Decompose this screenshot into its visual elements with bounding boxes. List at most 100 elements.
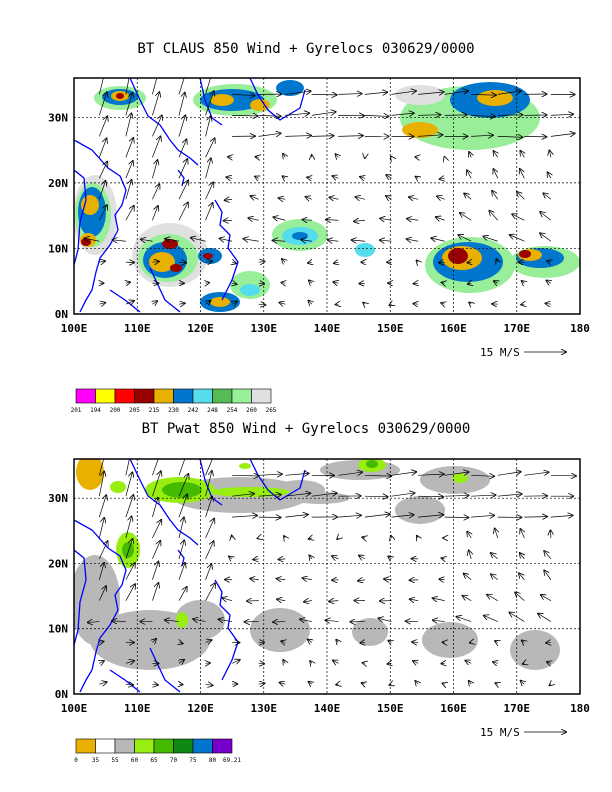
- wind-vector: [283, 660, 285, 663]
- wind-vector: [522, 640, 525, 642]
- wind-vector: [524, 472, 548, 475]
- wind-vector: [307, 177, 312, 178]
- wind-vector: [205, 471, 212, 497]
- colorbar-swatch: [173, 738, 194, 754]
- wind-vector: [279, 198, 286, 199]
- wind-vector: [126, 282, 130, 283]
- wind-vector: [205, 203, 213, 221]
- wind-vector: [493, 151, 497, 158]
- wind-vector: [125, 78, 130, 95]
- wind-vector: [165, 239, 180, 241]
- colorbar-swatch: [114, 388, 135, 404]
- wind-vector: [178, 115, 185, 137]
- wind-vector: [495, 641, 498, 642]
- wind-vector: [125, 206, 134, 221]
- wind-vector: [302, 220, 312, 221]
- wind-vector: [258, 495, 281, 497]
- wind-vector: [220, 238, 233, 241]
- wind-vector: [471, 135, 493, 136]
- top-ref-vector-label: 15 M/S: [480, 346, 520, 359]
- wind-vector: [354, 220, 365, 221]
- wind-vector: [99, 303, 105, 304]
- wind-vector: [467, 532, 471, 539]
- wind-vector: [520, 553, 525, 560]
- wind-vector: [418, 496, 443, 497]
- wind-vector: [517, 192, 525, 200]
- wind-vector: [205, 519, 215, 539]
- wind-vector: [364, 514, 390, 517]
- wind-vector: [285, 515, 308, 518]
- wind-vector: [98, 138, 106, 158]
- wind-vector: [333, 282, 338, 283]
- wind-vector: [444, 91, 468, 95]
- wind-vector: [178, 518, 184, 539]
- wind-vector: [325, 620, 339, 621]
- wind-vector: [219, 619, 233, 621]
- wind-vector: [258, 133, 281, 136]
- wind-vector: [388, 663, 392, 664]
- wind-vector: [391, 536, 392, 538]
- wind-vector: [152, 184, 159, 200]
- wind-vector: [178, 540, 184, 559]
- wind-vector: [125, 495, 134, 518]
- wind-vector: [416, 260, 418, 262]
- wind-vector: [125, 472, 132, 497]
- wind-vector: [418, 515, 443, 517]
- wind-vector: [281, 283, 285, 284]
- wind-vector: [495, 683, 497, 684]
- wind-vector: [444, 472, 469, 476]
- wind-vector: [364, 475, 391, 476]
- colorbar-label: 0: [74, 757, 78, 764]
- wind-vector: [521, 681, 525, 685]
- wind-vector: [355, 197, 366, 199]
- wind-vector: [193, 619, 206, 622]
- lat-tick-label: 10N: [48, 242, 68, 255]
- wind-vector: [231, 660, 240, 664]
- wind-vector: [441, 303, 444, 304]
- wind-vector: [152, 206, 157, 221]
- colorbar-label: 65: [150, 757, 158, 764]
- wind-vector: [410, 599, 419, 601]
- colorbar-swatch: [192, 388, 213, 404]
- colorbar-label: 230: [168, 407, 179, 414]
- wind-vector: [391, 91, 416, 95]
- wind-vector: [520, 529, 524, 539]
- wind-vector: [125, 563, 135, 580]
- wind-vector: [522, 281, 525, 283]
- wind-vector: [300, 619, 312, 621]
- lat-tick-label: 20N: [48, 177, 68, 190]
- wind-vector: [496, 259, 497, 262]
- wind-vector: [285, 91, 310, 94]
- lon-tick-label: 120E: [187, 702, 214, 715]
- wind-vector: [550, 133, 575, 136]
- colorbar-swatch: [134, 738, 155, 754]
- pwat-gray-regions: [74, 460, 560, 670]
- wind-vector: [326, 220, 339, 221]
- wind-vector: [436, 217, 445, 220]
- wind-vector: [550, 114, 573, 115]
- colorbar-swatch: [75, 738, 96, 754]
- wind-vector: [444, 495, 469, 496]
- wind-vector: [440, 178, 445, 179]
- wind-vector: [112, 621, 126, 622]
- wind-vector: [523, 663, 525, 664]
- wind-vector: [360, 177, 365, 178]
- wind-vector: [253, 559, 259, 560]
- lon-tick-label: 170E: [504, 322, 531, 335]
- lon-tick-label: 130E: [251, 322, 278, 335]
- wind-vector: [386, 196, 392, 199]
- wind-vector: [98, 92, 106, 116]
- wind-vector: [98, 162, 107, 179]
- wind-vector: [483, 236, 498, 242]
- wind-vector: [309, 280, 312, 283]
- wind-vector: [493, 662, 498, 663]
- wind-vector: [141, 239, 153, 241]
- wind-vector: [98, 541, 107, 560]
- wind-vector: [328, 240, 339, 241]
- wind-vector: [389, 684, 391, 685]
- wind-vector: [471, 115, 495, 116]
- wind-vector: [364, 496, 388, 497]
- wind-vector: [332, 176, 339, 178]
- lon-tick-label: 110E: [124, 322, 151, 335]
- wind-vector: [205, 261, 212, 262]
